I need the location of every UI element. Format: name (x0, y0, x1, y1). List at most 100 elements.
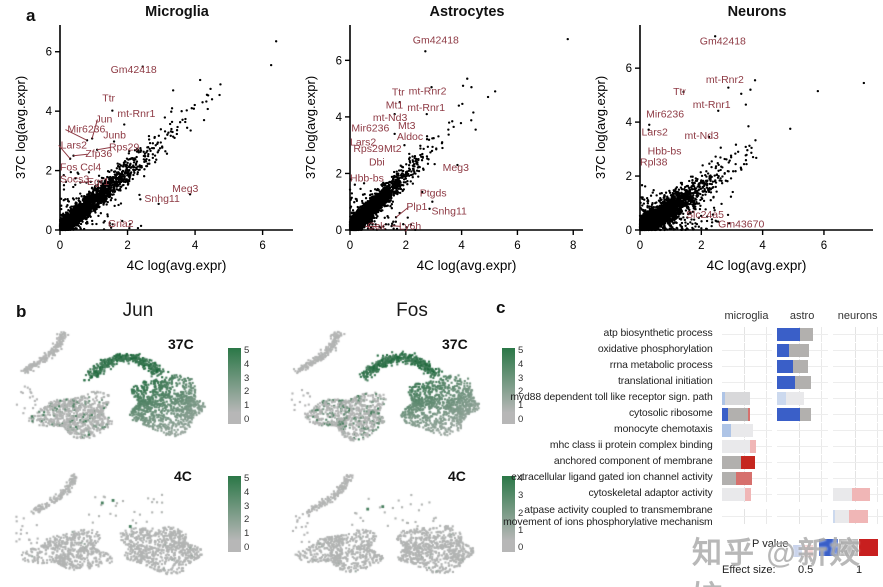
go-column-headers: microglia astro neurons (490, 310, 883, 322)
svg-text:Junb: Junb (103, 129, 126, 141)
effect-size-tick-1: 1 (856, 564, 863, 576)
svg-text:2: 2 (46, 166, 52, 178)
svg-text:2: 2 (403, 240, 409, 252)
svg-text:6: 6 (821, 240, 827, 252)
go-term-row: extracellular ligand gated ion channel a… (490, 470, 883, 486)
bar-segment (728, 407, 749, 421)
column-header-microglia: microglia (724, 310, 769, 322)
go-term-label: rrna metabolic process (609, 360, 713, 372)
color-scale-tick: 4 (518, 358, 524, 370)
svg-text:2: 2 (698, 240, 704, 252)
color-scale-bar (228, 476, 241, 552)
go-term-label: atpase activity coupled to transmembrane… (503, 505, 713, 528)
go-bar-cell-astro (777, 390, 828, 406)
scatter-svg-0: 0 2 4 6 0 2 4 6 4C log(avg.expr) 37C log(avg.expr… (13, 25, 293, 273)
scatter-panel-neurons: Neurons 0 2 4 6 0 2 4 6 4C log(avg.expr) 37C log(… (592, 0, 883, 292)
svg-text:Slc24a5: Slc24a5 (686, 209, 724, 221)
go-term-row: rrna metabolic process (490, 358, 883, 374)
scatter-svg-1: 0 2 4 6 8 0 2 4 6 4C log(avg.expr) 37C log(avg.exp… (303, 25, 583, 273)
svg-text:0: 0 (626, 225, 632, 237)
svg-text:Hbb-bs: Hbb-bs (648, 145, 682, 157)
go-bar-cell-astro (777, 422, 828, 438)
svg-text:Plp1: Plp1 (406, 201, 427, 213)
color-scale-bar (228, 348, 241, 424)
svg-text:Hbb-bs: Hbb-bs (350, 172, 384, 184)
scatter-svg-2: 0 2 4 6 0 2 4 6 4C log(avg.expr) 37C log(avg.expr… (593, 25, 873, 273)
scatter-title-neurons: Neurons (727, 4, 787, 20)
go-term-label: atp biosynthetic process (603, 328, 713, 340)
svg-text:Mir6236: Mir6236 (646, 108, 684, 120)
go-bar-cell-neurons (832, 406, 883, 422)
p-value-swatch (804, 545, 813, 558)
go-bar-cell-astro (777, 342, 828, 358)
svg-text:Rps29: Rps29 (353, 143, 384, 155)
svg-text:Lars2: Lars2 (61, 139, 87, 151)
svg-text:37C log(avg.expr): 37C log(avg.expr) (13, 76, 28, 179)
go-bar-cell-microglia (721, 358, 773, 374)
svg-text:4: 4 (458, 240, 465, 252)
svg-text:4C log(avg.expr): 4C log(avg.expr) (417, 258, 517, 273)
umap-canvas-fos-37c (286, 328, 501, 460)
go-bar-cell-astro (777, 454, 828, 470)
go-term-label: extracellular ligand gated ion channel a… (511, 472, 713, 484)
svg-text:Ly6h: Ly6h (399, 220, 422, 232)
bar-segment (721, 407, 729, 421)
svg-text:Mir6236: Mir6236 (67, 124, 105, 136)
svg-text:Ccl4: Ccl4 (80, 162, 101, 174)
go-term-row: cytosolic ribosome (490, 406, 883, 422)
color-scale-tick: 5 (244, 473, 250, 484)
effect-size-tick-05: 0.5 (798, 564, 814, 576)
go-bar-cell-neurons (832, 326, 883, 342)
svg-text:Ttr: Ttr (673, 86, 686, 98)
svg-text:mt-Nd3: mt-Nd3 (373, 112, 408, 124)
bar-segment (741, 455, 755, 469)
bar-segment (794, 375, 811, 389)
svg-text:4C log(avg.expr): 4C log(avg.expr) (707, 258, 807, 273)
go-term-row: atp biosynthetic process (490, 326, 883, 342)
color-scale-tick: 2 (244, 386, 250, 398)
bar-segment (721, 455, 742, 469)
p-value-swatches-small (793, 545, 815, 558)
scatter-title-microglia: Microglia (145, 4, 209, 20)
color-scale-tick: 3 (518, 372, 524, 384)
go-term-row: monocyte chemotaxis (490, 422, 883, 438)
color-scale-tick: 3 (244, 372, 250, 384)
go-bar-cell-microglia (721, 486, 773, 502)
p-value-swatch (819, 539, 838, 556)
go-term-label: cytosolic ribosome (628, 408, 713, 420)
go-bar-cell-microglia (721, 390, 773, 406)
go-bar-cell-microglia (721, 342, 773, 358)
svg-text:Rps29: Rps29 (109, 141, 140, 153)
go-term-row: myd88 dependent toll like receptor sign.… (490, 390, 883, 406)
bar-segment (792, 359, 808, 373)
svg-text:0: 0 (336, 225, 342, 237)
bar-segment (748, 407, 751, 421)
go-bar-cell-microglia (721, 454, 773, 470)
go-bar-cell-microglia (721, 422, 773, 438)
svg-text:0: 0 (46, 225, 52, 237)
bar-segment (852, 487, 870, 501)
svg-text:6: 6 (46, 47, 52, 59)
color-scale-tick: 5 (244, 345, 250, 356)
umap-legend-fos-4c: 4 3 2 1 0 (502, 473, 523, 553)
svg-text:4: 4 (626, 117, 633, 129)
go-term-row: oxidative phosphorylation (490, 342, 883, 358)
umap-canvas-fos-4c (286, 462, 501, 586)
go-term-row: atpase activity coupled to transmembrane… (490, 502, 883, 531)
svg-text:Egr1: Egr1 (87, 176, 109, 188)
svg-text:Lars2: Lars2 (642, 127, 668, 139)
svg-text:Cck: Cck (367, 220, 386, 232)
bar-segment (849, 510, 868, 523)
umap-sublabel-jun-37c: 37C (168, 336, 194, 352)
bar-segment (777, 391, 786, 405)
go-bar-cell-microglia (721, 406, 773, 422)
svg-text:Gm42418: Gm42418 (111, 64, 157, 76)
svg-text:0: 0 (347, 240, 353, 252)
scatter-panel-astrocytes: Astrocytes 0 2 4 6 8 0 2 4 6 4C log(avg.expr) 37C … (302, 0, 594, 292)
svg-text:Snhg11: Snhg11 (431, 205, 467, 217)
svg-text:6: 6 (626, 63, 632, 75)
